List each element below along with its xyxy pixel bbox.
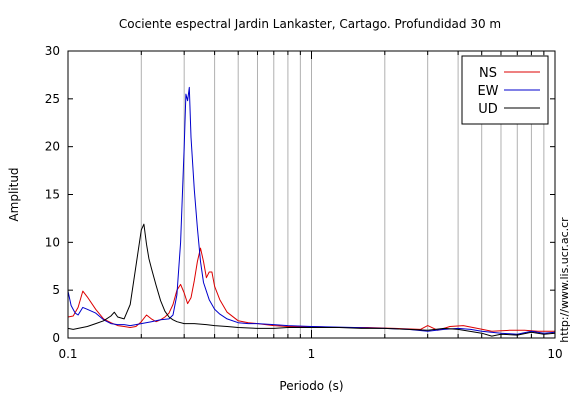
plot-series — [68, 86, 555, 337]
y-tick-label: 0 — [52, 331, 60, 345]
legend-label-ew: EW — [477, 84, 498, 99]
axis-ticks: 0 5 10 15 20 25 30 0.1 1 10 — [45, 44, 563, 361]
y-tick-label: 10 — [45, 235, 60, 249]
legend-label-ns: NS — [479, 66, 497, 81]
series-line-ud — [68, 223, 555, 337]
source-url-note: http://www.lis.ucr.ac.cr — [558, 217, 571, 343]
y-axis-label: Amplitud — [7, 167, 21, 221]
series-line-ew — [68, 86, 555, 335]
x-axis-label: Periodo (s) — [279, 379, 343, 393]
y-tick-label: 25 — [45, 92, 60, 106]
legend: NS EW UD — [461, 55, 549, 125]
y-tick-label: 5 — [52, 283, 60, 297]
x-tick-label: 10 — [547, 347, 562, 361]
y-tick-label: 30 — [45, 44, 60, 58]
x-tick-label: 0.1 — [58, 347, 77, 361]
y-tick-label: 20 — [45, 140, 60, 154]
series-line-ns — [68, 247, 555, 332]
x-tick-label: 1 — [308, 347, 316, 361]
y-tick-label: 15 — [45, 188, 60, 202]
legend-label-ud: UD — [478, 102, 498, 117]
chart-title: Cociente espectral Jardin Lankaster, Car… — [119, 17, 501, 31]
